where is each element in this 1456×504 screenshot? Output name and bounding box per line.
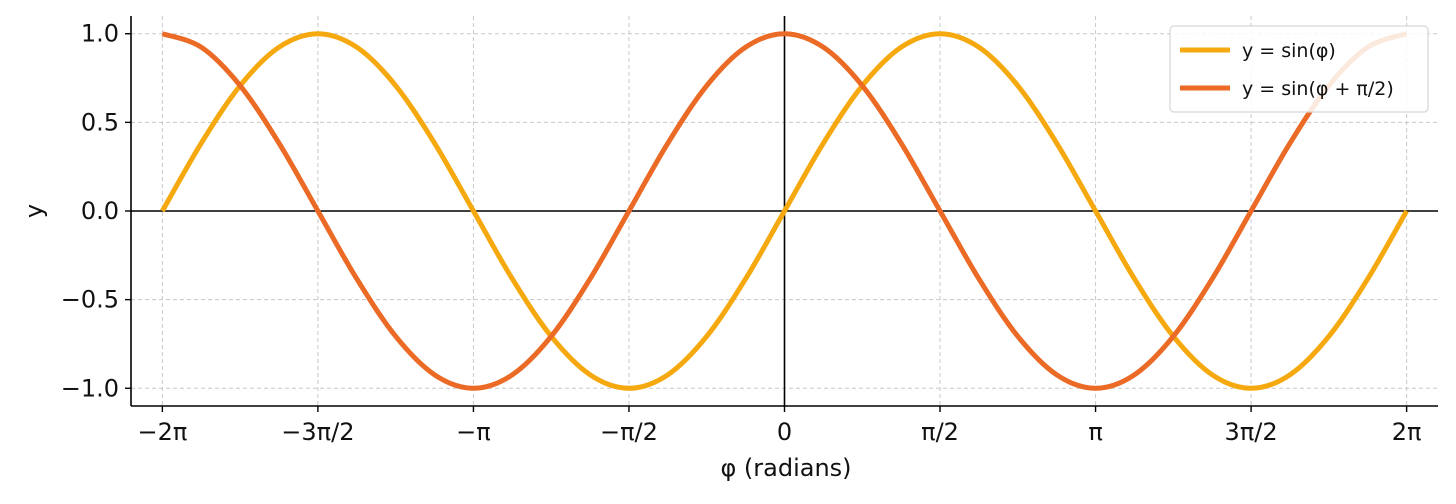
y-tick-label-3: −0.5	[61, 286, 119, 314]
legend-label-1: y = sin(φ + π/2)	[1242, 78, 1394, 100]
x-tick-label-6: π	[1088, 418, 1102, 446]
series-line-1	[161, 31, 1408, 391]
x-axis-label: φ (radians)	[720, 454, 851, 482]
x-tick-label-1: −3π/2	[281, 418, 354, 446]
x-tick-label-3: −π/2	[600, 418, 658, 446]
x-tick-label-7: 3π/2	[1225, 418, 1278, 446]
y-tick-label-0: 1.0	[81, 20, 119, 48]
y-axis-label: y	[20, 204, 48, 218]
y-tick-label-1: 0.5	[81, 108, 119, 136]
x-tick-label-8: 2π	[1392, 418, 1422, 446]
y-tick-label-2: 0.0	[81, 197, 119, 225]
series-line-0	[160, 31, 1409, 391]
legend-label-0: y = sin(φ)	[1242, 40, 1336, 62]
tick-labels: −2π −3π/2 −π −π/2 0 π/2 π 3π/2 2π 1.0 0.5 0.0 −0.5 −1…	[61, 20, 1422, 446]
x-tick-label-0: −2π	[137, 418, 187, 446]
x-tick-label-4: 0	[777, 418, 792, 446]
legend: y = sin(φ) y = sin(φ + π/2)	[1169, 25, 1429, 113]
x-tick-label-5: π/2	[921, 418, 959, 446]
legend-box	[1169, 25, 1429, 113]
series-lines	[160, 31, 1409, 391]
x-tick-label-2: −π	[456, 418, 491, 446]
y-tick-label-4: −1.0	[61, 374, 119, 402]
